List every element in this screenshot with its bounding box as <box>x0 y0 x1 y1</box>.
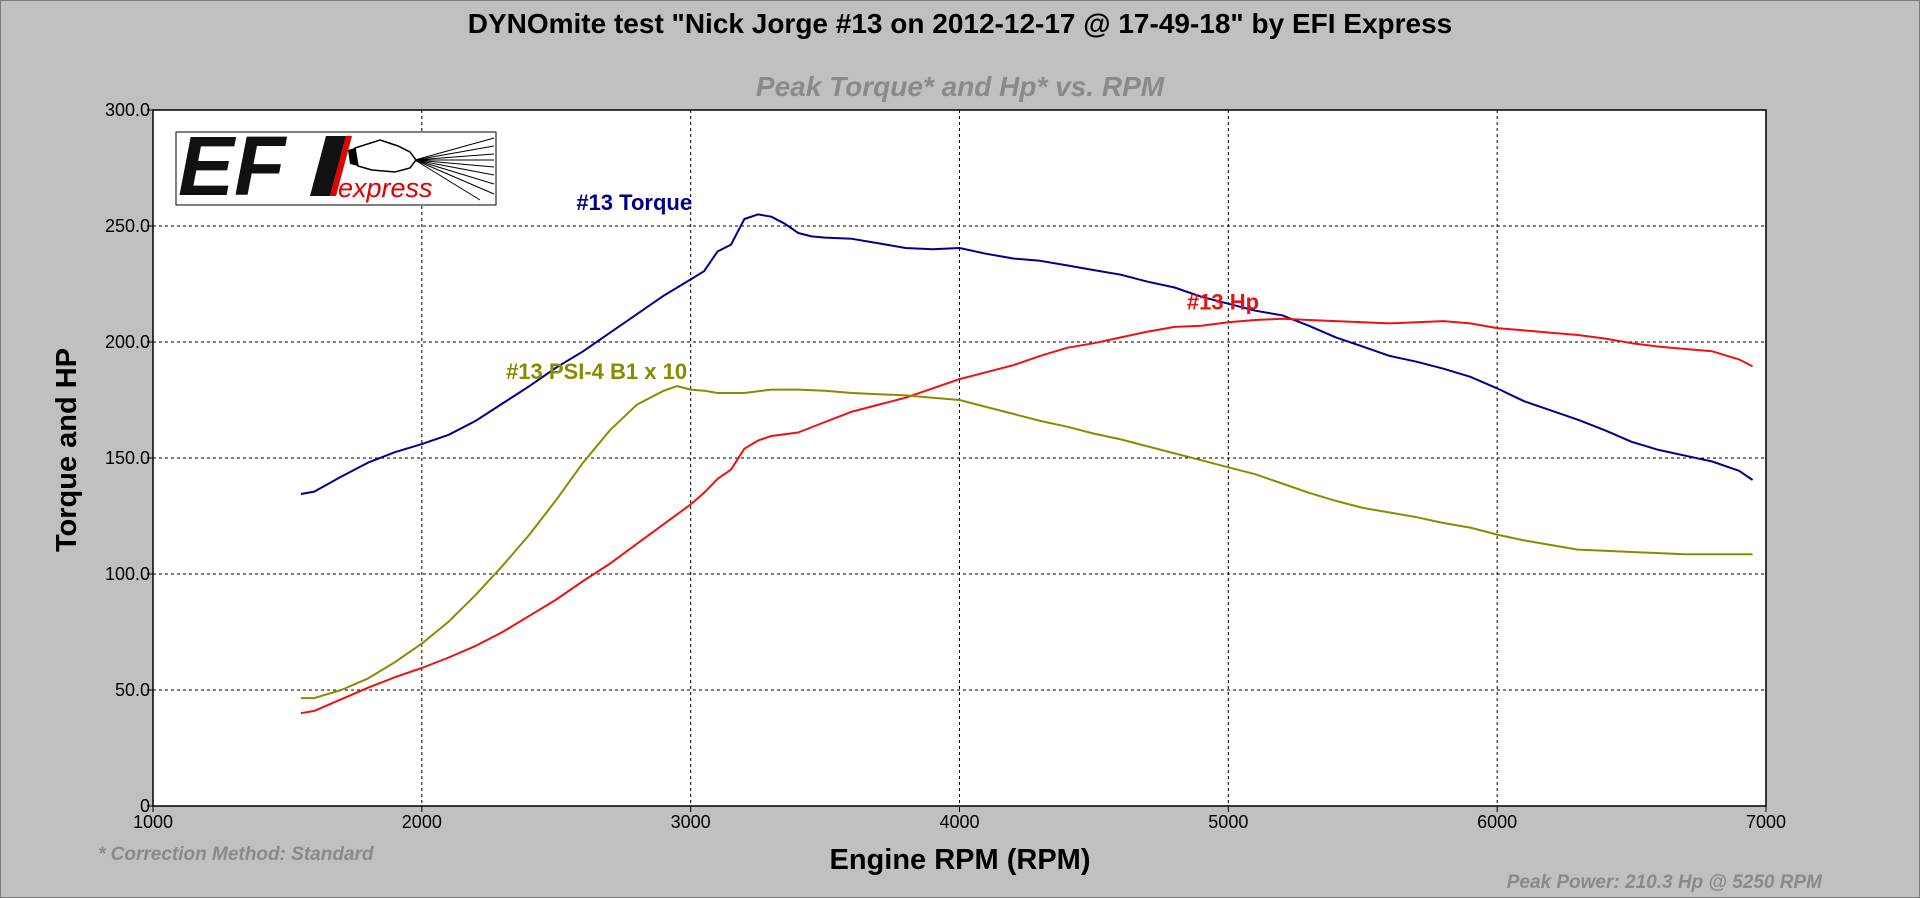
y-tick-label: 100.0 <box>105 564 150 584</box>
series-line-13-hp <box>300 317 1754 715</box>
chart-subtitle: Peak Torque* and Hp* vs. RPM <box>756 71 1165 102</box>
y-axis-label: Torque and HP <box>51 348 83 552</box>
logo-sub-text: express <box>338 173 433 203</box>
logo-main-text: EF <box>178 119 288 213</box>
x-tick-label: 5000 <box>1208 812 1248 832</box>
y-axis-ticks: 0 50.0 100.0 150.0 200.0 250.0 300.0 <box>105 100 153 816</box>
y-tick-label: 50.0 <box>115 680 150 700</box>
x-tick-label: 1000 <box>133 812 173 832</box>
efi-express-logo: EF express <box>175 119 497 213</box>
series-lines <box>300 213 1754 715</box>
x-axis-ticks: 1000 2000 3000 4000 5000 6000 7000 <box>133 806 1786 832</box>
x-tick-label: 6000 <box>1477 812 1517 832</box>
injector-tip-graphic <box>348 148 358 166</box>
y-tick-label: 150.0 <box>105 448 150 468</box>
x-tick-label: 2000 <box>402 812 442 832</box>
x-axis-label: Engine RPM (RPM) <box>830 844 1091 876</box>
logo-i-stroke <box>310 136 346 196</box>
series-line-13-torque <box>300 213 1754 495</box>
series-label: #13 Hp <box>1187 290 1259 315</box>
series-labels: #13 Torque #13 Hp #13 PSI-4 B1 x 10 <box>506 190 1259 384</box>
series-label: #13 Torque <box>576 190 692 215</box>
y-tick-label: 250.0 <box>105 216 150 236</box>
y-tick-label: 200.0 <box>105 332 150 352</box>
chart-title: DYNOmite test "Nick Jorge #13 on 2012-12… <box>468 8 1453 39</box>
x-tick-label: 7000 <box>1746 812 1786 832</box>
logo-red-stripe <box>330 136 352 196</box>
correction-method-note: * Correction Method: Standard <box>98 844 374 865</box>
x-tick-label: 4000 <box>939 812 979 832</box>
y-tick-label: 300.0 <box>105 100 150 120</box>
x-tick-label: 3000 <box>671 812 711 832</box>
grid-lines <box>153 110 1766 806</box>
peak-power-note: Peak Power: 210.3 Hp @ 5250 RPM <box>1507 872 1823 893</box>
series-line-13-psi-4-b1-x-10 <box>300 385 1753 700</box>
spray-lines-graphic <box>414 137 495 201</box>
y-tick-label: 0 <box>140 796 150 816</box>
injector-graphic <box>354 139 417 173</box>
series-label: #13 PSI-4 B1 x 10 <box>506 359 687 384</box>
